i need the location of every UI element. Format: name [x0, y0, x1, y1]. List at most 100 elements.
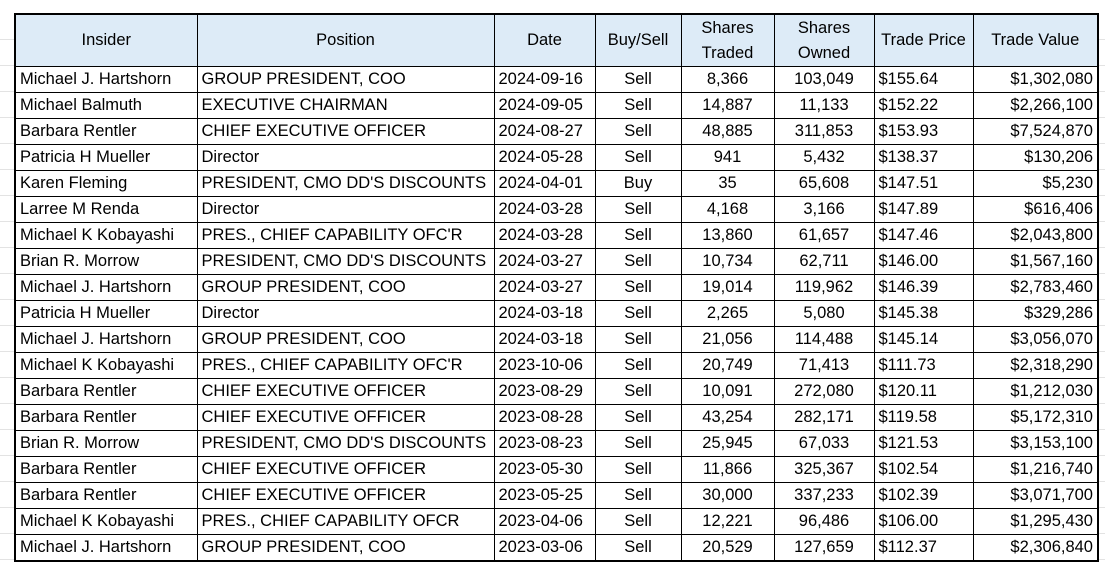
table-cell: Sell [594, 144, 682, 171]
table-cell: Patricia H Mueller [14, 300, 198, 327]
table-cell: 25,945 [680, 430, 775, 457]
table-cell: $2,783,460 [972, 274, 1099, 301]
table-cell: $147.46 [873, 222, 974, 249]
table-cell: 2023-04-06 [493, 508, 596, 535]
table-cell: 337,233 [773, 482, 875, 509]
table-cell: 21,056 [680, 326, 775, 353]
table-cell: $1,212,030 [972, 378, 1099, 405]
table-cell: 103,049 [773, 66, 875, 93]
table-cell: $329,286 [972, 300, 1099, 327]
table-row: Karen Fleming PRESIDENT, CMO DD'S DISCOUN… [14, 170, 1099, 197]
table-row: Brian R. Morrow PRESIDENT, CMO DD'S DISCO… [14, 248, 1099, 275]
table-cell: $1,295,430 [972, 508, 1099, 535]
table-cell: 11,133 [773, 92, 875, 119]
table-cell: $1,216,740 [972, 456, 1099, 483]
table-cell: 3,166 [773, 196, 875, 223]
table-cell: Sell [594, 196, 682, 223]
table-cell: 5,080 [773, 300, 875, 327]
header-cell: Shares Owned [773, 13, 875, 67]
table-cell: $106.00 [873, 508, 974, 535]
table-cell: 941 [680, 144, 775, 171]
table-cell: Sell [594, 456, 682, 483]
table-cell: Sell [594, 534, 682, 562]
table-cell: Sell [594, 92, 682, 119]
table-row: Brian R. Morrow PRESIDENT, CMO DD'S DISCO… [14, 430, 1099, 457]
table-cell: $111.73 [873, 352, 974, 379]
table-row: Patricia H Mueller Director 2024-05-28 Sell… [14, 144, 1099, 171]
table-cell: Brian R. Morrow [14, 430, 198, 457]
table-cell: 2024-03-28 [493, 196, 596, 223]
header-row: Insider Position Date Buy/Sell Shares Traded… [14, 13, 1099, 67]
table-cell: $7,524,870 [972, 118, 1099, 145]
table-cell: 2023-08-29 [493, 378, 596, 405]
table-cell: 2023-03-06 [493, 534, 596, 562]
table-cell: 30,000 [680, 482, 775, 509]
table-cell: Director [196, 144, 495, 171]
table-cell: Michael Balmuth [14, 92, 198, 119]
table-cell: $2,318,290 [972, 352, 1099, 379]
table-cell: 19,014 [680, 274, 775, 301]
table-cell: $120.11 [873, 378, 974, 405]
table-row: Michael J. Hartshorn GROUP PRESIDENT, COO… [14, 534, 1099, 562]
table-header: Insider Position Date Buy/Sell Shares Traded… [14, 13, 1099, 67]
table-cell: $152.22 [873, 92, 974, 119]
table-cell: EXECUTIVE CHAIRMAN [196, 92, 495, 119]
table-cell: $153.93 [873, 118, 974, 145]
table-cell: 71,413 [773, 352, 875, 379]
table-cell: Barbara Rentler [14, 404, 198, 431]
table-cell: Michael J. Hartshorn [14, 534, 198, 562]
table-cell: $1,302,080 [972, 66, 1099, 93]
table-cell: Patricia H Mueller [14, 144, 198, 171]
table-cell: 67,033 [773, 430, 875, 457]
table-cell: 13,860 [680, 222, 775, 249]
table-cell: 10,091 [680, 378, 775, 405]
table-cell: GROUP PRESIDENT, COO [196, 534, 495, 562]
table-cell: Sell [594, 274, 682, 301]
table-cell: PRESIDENT, CMO DD'S DISCOUNTS [196, 170, 495, 197]
table-cell: PRES., CHIEF CAPABILITY OFC'R [196, 352, 495, 379]
table-cell: 12,221 [680, 508, 775, 535]
table-cell: $138.37 [873, 144, 974, 171]
table-cell: CHIEF EXECUTIVE OFFICER [196, 378, 495, 405]
table-cell: Sell [594, 404, 682, 431]
table-cell: Brian R. Morrow [14, 248, 198, 275]
table-cell: CHIEF EXECUTIVE OFFICER [196, 456, 495, 483]
header-cell: Trade Price [873, 13, 974, 67]
table-cell: 2,265 [680, 300, 775, 327]
table-cell: 2023-10-06 [493, 352, 596, 379]
table-cell: Director [196, 196, 495, 223]
table-cell: 2024-03-18 [493, 326, 596, 353]
table-cell: 65,608 [773, 170, 875, 197]
table-cell: Sell [594, 378, 682, 405]
table-body: Michael J. Hartshorn GROUP PRESIDENT, COO… [14, 66, 1099, 562]
table-cell: $3,056,070 [972, 326, 1099, 353]
table-cell: 127,659 [773, 534, 875, 562]
table-row: Michael J. Hartshorn GROUP PRESIDENT, COO… [14, 326, 1099, 353]
table-cell: $130,206 [972, 144, 1099, 171]
header-cell: Shares Traded [680, 13, 775, 67]
table-cell: 311,853 [773, 118, 875, 145]
table-cell: CHIEF EXECUTIVE OFFICER [196, 404, 495, 431]
table-cell: $616,406 [972, 196, 1099, 223]
table-cell: $2,266,100 [972, 92, 1099, 119]
table-cell: 119,962 [773, 274, 875, 301]
table-cell: $3,071,700 [972, 482, 1099, 509]
table-row: Michael J. Hartshorn GROUP PRESIDENT, COO… [14, 66, 1099, 93]
table-cell: 2024-03-28 [493, 222, 596, 249]
table-row: Michael K Kobayashi PRES., CHIEF CAPABILI… [14, 508, 1099, 535]
table-row: Barbara Rentler CHIEF EXECUTIVE OFFICER 20… [14, 404, 1099, 431]
table-row: Barbara Rentler CHIEF EXECUTIVE OFFICER 20… [14, 456, 1099, 483]
table-cell: 2023-05-30 [493, 456, 596, 483]
table-cell: 61,657 [773, 222, 875, 249]
table-cell: $112.37 [873, 534, 974, 562]
table-cell: Michael J. Hartshorn [14, 326, 198, 353]
table-cell: PRESIDENT, CMO DD'S DISCOUNTS [196, 248, 495, 275]
table-cell: 43,254 [680, 404, 775, 431]
table-cell: 2024-03-18 [493, 300, 596, 327]
table-cell: Sell [594, 300, 682, 327]
table-cell: Director [196, 300, 495, 327]
table-cell: $5,172,310 [972, 404, 1099, 431]
table-cell: Sell [594, 118, 682, 145]
table-cell: $102.39 [873, 482, 974, 509]
